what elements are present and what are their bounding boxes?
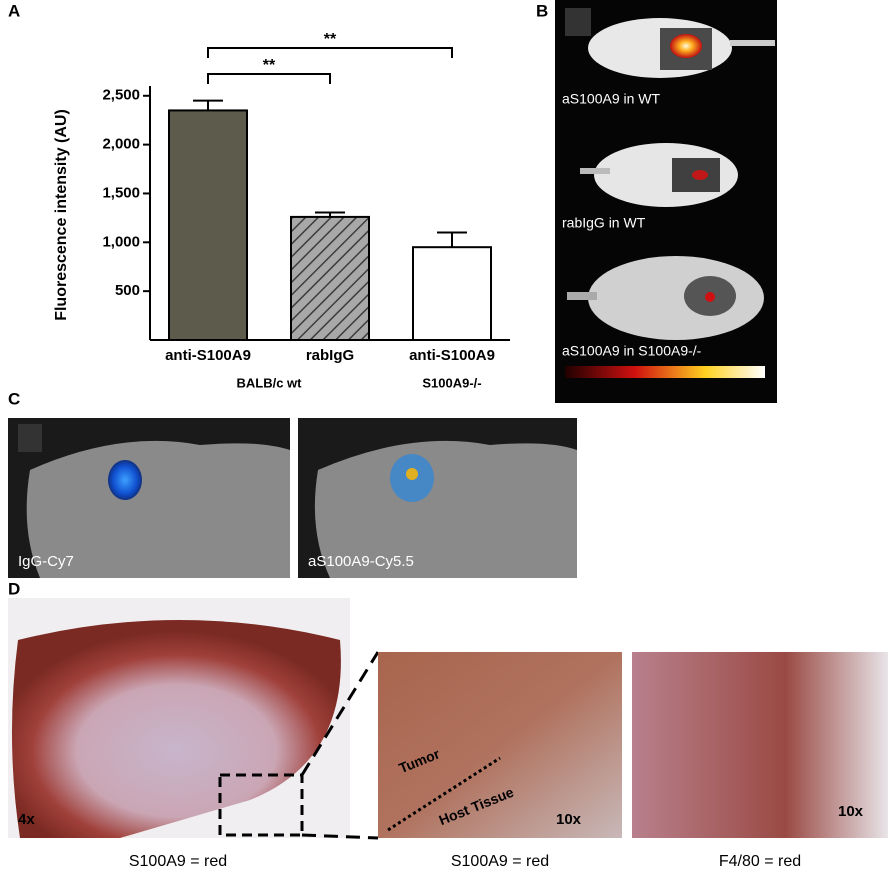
zoom-line [300,651,380,776]
image-marker [565,8,591,36]
significance-label: ** [263,57,276,74]
mouse-image [580,143,738,207]
significance-bracket [207,73,331,84]
y-axis-label: Fluorescence intensity (AU) [53,109,70,321]
histology-image [632,652,888,838]
panel-label: D [8,579,20,598]
mouse-image [26,440,291,578]
image-marker [18,424,42,452]
mouse-image [314,440,577,578]
significance-label: ** [324,31,337,48]
mouse-image [588,18,775,78]
boundary-line [387,756,501,832]
histology-image [378,652,622,838]
panel-label: A [8,1,20,20]
bar [168,109,248,341]
y-tick-label: 2,500 [102,87,140,104]
signal [108,460,142,500]
signal [406,468,418,480]
y-tick-label: 1,000 [102,233,140,250]
caption: F4/80 = red [719,853,801,870]
magnification-label: 10x [838,803,864,820]
panel-label: C [8,389,20,408]
zoom-line [301,833,379,840]
y-tick-label: 1,500 [102,184,140,201]
x-tick-label: rabIgG [306,347,354,364]
y-tick-label: 500 [115,282,140,299]
color-scale [565,366,765,378]
image-label: rabIgG in WT [562,215,646,231]
magnification-label: 10x [556,811,582,828]
x-tick-label: anti-S100A9 [165,347,251,364]
image-label: aS100A9-Cy5.5 [308,553,414,570]
bar [412,246,492,341]
tissue [11,620,341,838]
magnification-label: 4x [18,811,35,828]
mouse-image [567,256,764,340]
image-label: aS100A9 in S100A9-/- [562,343,702,359]
x-tick-label: anti-S100A9 [409,347,495,364]
significance-bracket [207,47,453,58]
image-label: aS100A9 in WT [562,91,660,107]
caption: S100A9 = red [451,853,549,870]
zoom-box [218,773,304,837]
group-label: BALB/c wt [237,375,303,390]
caption: S100A9 = red [129,853,227,870]
panel-label: B [536,1,548,20]
image-label: IgG-Cy7 [18,553,74,570]
y-tick-label: 2,000 [102,136,140,153]
bar [290,215,370,342]
group-label: S100A9-/- [422,375,481,390]
